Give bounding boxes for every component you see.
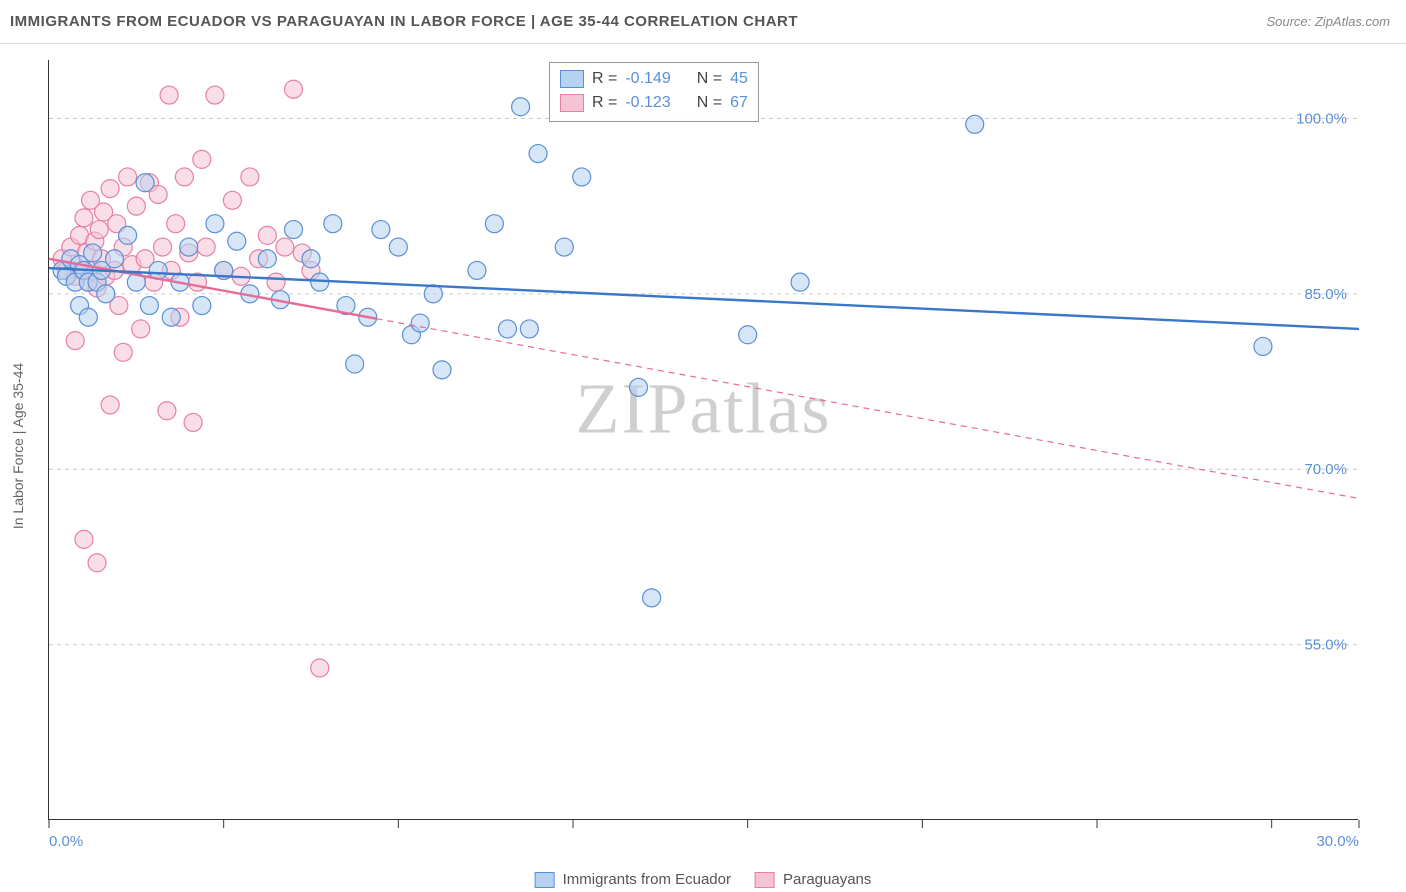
legend-label-ecuador: Immigrants from Ecuador [563, 871, 731, 888]
data-point [160, 86, 178, 104]
data-point [630, 378, 648, 396]
data-point [114, 343, 132, 361]
data-point [258, 226, 276, 244]
data-point [324, 215, 342, 233]
data-point [84, 244, 102, 262]
data-point [739, 326, 757, 344]
legend-swatch-paraguay [755, 872, 775, 888]
data-point [106, 250, 124, 268]
data-point [241, 168, 259, 186]
data-point [573, 168, 591, 186]
data-point [167, 215, 185, 233]
data-point [101, 180, 119, 198]
data-point [311, 659, 329, 677]
plot-svg: 55.0%70.0%85.0%100.0%0.0%30.0% [49, 60, 1358, 819]
data-point [228, 232, 246, 250]
data-point [285, 80, 303, 98]
data-point [119, 226, 137, 244]
ytick-label: 100.0% [1296, 110, 1347, 127]
swatch-ecuador [560, 70, 584, 88]
data-point [1254, 337, 1272, 355]
data-point [206, 86, 224, 104]
legend-item-paraguay: Paraguayans [755, 871, 871, 888]
data-point [485, 215, 503, 233]
r-value-ecuador: -0.149 [625, 70, 670, 88]
data-point [258, 250, 276, 268]
ytick-label: 70.0% [1304, 461, 1347, 478]
y-axis-label: In Labor Force | Age 35-44 [10, 363, 26, 529]
data-point [372, 221, 390, 239]
data-point [643, 589, 661, 607]
correlation-legend: R = -0.149 N = 45 R = -0.123 N = 67 [549, 62, 759, 122]
legend-row-paraguay: R = -0.123 N = 67 [560, 91, 748, 115]
data-point [223, 191, 241, 209]
legend-swatch-ecuador [535, 872, 555, 888]
n-value-ecuador: 45 [730, 70, 748, 88]
data-point [136, 174, 154, 192]
data-point [75, 209, 93, 227]
legend-label-paraguay: Paraguayans [783, 871, 871, 888]
data-point [127, 197, 145, 215]
legend-row-ecuador: R = -0.149 N = 45 [560, 67, 748, 91]
legend-item-ecuador: Immigrants from Ecuador [535, 871, 731, 888]
data-point [346, 355, 364, 373]
data-point [468, 261, 486, 279]
data-point [791, 273, 809, 291]
data-point [90, 221, 108, 239]
data-point [285, 221, 303, 239]
data-point [75, 530, 93, 548]
data-point [97, 285, 115, 303]
n-label: N = [697, 70, 722, 88]
data-point [193, 297, 211, 315]
data-point [180, 238, 198, 256]
data-point [389, 238, 407, 256]
data-point [433, 361, 451, 379]
data-point [132, 320, 150, 338]
data-point [555, 238, 573, 256]
data-point [424, 285, 442, 303]
data-point [302, 250, 320, 268]
data-point [529, 145, 547, 163]
data-point [411, 314, 429, 332]
r-label: R = [592, 70, 617, 88]
n-value-paraguay: 67 [730, 94, 748, 112]
data-point [197, 238, 215, 256]
series-legend: Immigrants from Ecuador Paraguayans [535, 871, 872, 888]
chart-title: IMMIGRANTS FROM ECUADOR VS PARAGUAYAN IN… [10, 13, 798, 30]
data-point [276, 238, 294, 256]
plot-area: ZIPatlas 55.0%70.0%85.0%100.0%0.0%30.0% … [48, 60, 1358, 820]
xtick-label: 30.0% [1316, 833, 1359, 850]
chart-container: IMMIGRANTS FROM ECUADOR VS PARAGUAYAN IN… [0, 0, 1406, 892]
source-attribution: Source: ZipAtlas.com [1266, 14, 1390, 29]
data-point [175, 168, 193, 186]
data-point [88, 554, 106, 572]
data-point [267, 273, 285, 291]
data-point [206, 215, 224, 233]
data-point [966, 115, 984, 133]
n-label: N = [697, 94, 722, 112]
data-point [119, 168, 137, 186]
data-point [140, 297, 158, 315]
r-label: R = [592, 94, 617, 112]
data-point [520, 320, 538, 338]
data-point [101, 396, 119, 414]
data-point [184, 413, 202, 431]
data-point [154, 238, 172, 256]
data-point [499, 320, 517, 338]
ytick-label: 85.0% [1304, 286, 1347, 303]
ytick-label: 55.0% [1304, 637, 1347, 654]
data-point [66, 332, 84, 350]
r-value-paraguay: -0.123 [625, 94, 670, 112]
swatch-paraguay [560, 94, 584, 112]
data-point [512, 98, 530, 116]
chart-header: IMMIGRANTS FROM ECUADOR VS PARAGUAYAN IN… [0, 0, 1406, 44]
data-point [162, 308, 180, 326]
data-point [193, 150, 211, 168]
data-point [79, 308, 97, 326]
xtick-label: 0.0% [49, 833, 83, 850]
data-point [158, 402, 176, 420]
